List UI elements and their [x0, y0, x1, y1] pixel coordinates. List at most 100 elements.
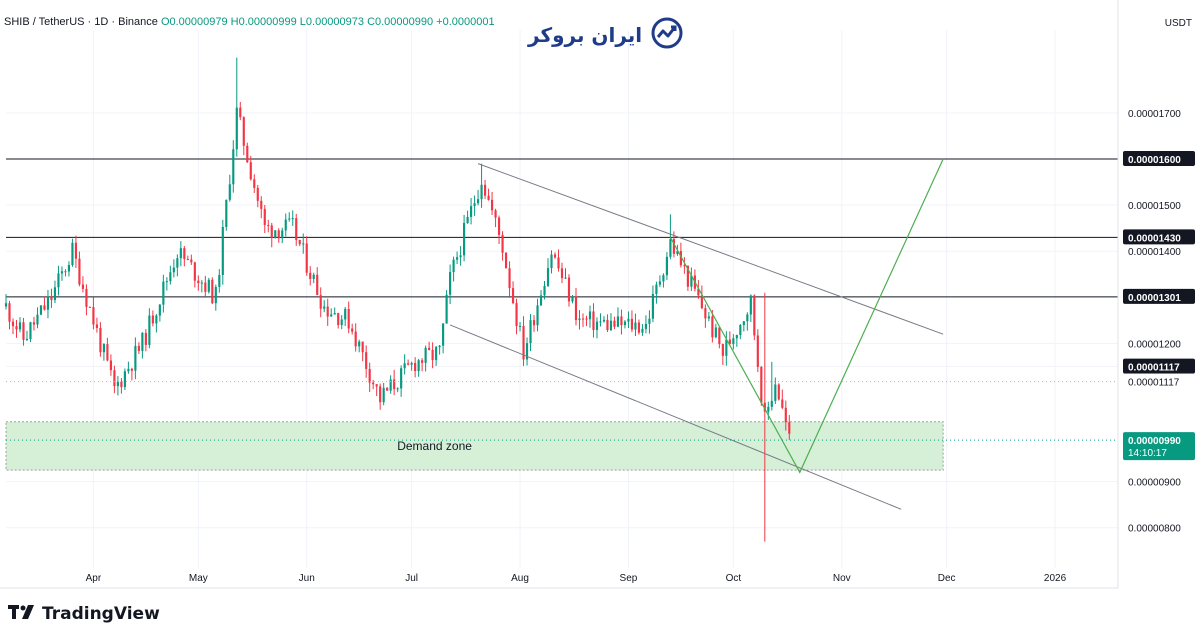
candle-body	[81, 284, 85, 289]
candle-body	[676, 251, 679, 254]
candle-body	[74, 242, 78, 259]
candle-body	[700, 295, 703, 309]
candle-body	[151, 315, 154, 324]
candle-body	[463, 222, 466, 256]
candle-body	[581, 318, 585, 320]
candle-body	[235, 107, 238, 150]
candle-body	[746, 314, 749, 322]
candle-body	[504, 252, 508, 269]
candle-body	[291, 218, 294, 220]
candle-body	[550, 254, 553, 269]
candle-body	[330, 314, 333, 317]
candle-body	[536, 305, 539, 326]
candle-body	[403, 363, 406, 369]
candle-body	[529, 320, 532, 344]
candle-body	[211, 279, 214, 304]
candle-body	[123, 371, 126, 388]
demand-zone-label: Demand zone	[397, 439, 472, 453]
candle-body	[284, 219, 287, 231]
y-tick-label: 0.00001400	[1128, 247, 1181, 258]
price-line-tag: 0.00001600	[1128, 155, 1181, 166]
candle-body	[777, 384, 780, 400]
candle-body	[442, 323, 445, 346]
candle-body	[39, 305, 43, 315]
candle-body	[109, 360, 112, 371]
candle-body	[277, 230, 280, 239]
x-tick-label: Jun	[299, 573, 315, 584]
candle-body	[179, 248, 182, 259]
candle-body	[602, 319, 606, 322]
candle-body	[525, 343, 529, 360]
candle-body	[585, 318, 588, 320]
candle-body	[553, 254, 557, 258]
candle-body	[487, 195, 490, 200]
candle-body	[494, 210, 497, 218]
candle-body	[784, 407, 787, 423]
candle-body	[361, 341, 364, 353]
candle-body	[32, 322, 36, 325]
candle-body	[763, 402, 766, 412]
candle-body	[92, 307, 95, 325]
candle-body	[18, 322, 22, 330]
candle-body	[249, 162, 252, 180]
symbol-legend: SHIB / TetherUS · 1D · Binance O0.000009…	[4, 16, 494, 30]
candle-body	[88, 306, 92, 308]
x-tick-label: Dec	[938, 573, 956, 584]
candle-body	[620, 316, 623, 326]
candle-body	[732, 338, 735, 345]
candle-body	[137, 345, 140, 351]
candle-body	[483, 184, 487, 196]
candle-body	[207, 279, 210, 292]
candle-body	[358, 341, 361, 347]
candle-body	[29, 322, 32, 339]
candle-body	[728, 339, 731, 345]
candle-body	[417, 360, 420, 372]
channel-upper-line	[477, 163, 944, 335]
candle-body	[263, 208, 266, 225]
candle-body	[480, 184, 483, 200]
candle-body	[651, 293, 655, 319]
candle-body	[386, 387, 389, 391]
candle-body	[609, 320, 613, 331]
candle-body	[95, 324, 99, 328]
last-price-tag-bg	[1123, 432, 1195, 461]
candle-body	[515, 303, 518, 327]
candle-body	[67, 265, 71, 272]
candle-body	[172, 267, 175, 273]
x-tick-label: Aug	[511, 573, 529, 584]
candle-body	[735, 335, 738, 339]
candle-body	[644, 323, 648, 329]
candle-body	[256, 187, 259, 201]
candle-body	[739, 325, 742, 336]
candle-body	[627, 318, 630, 322]
price-line-tag: 0.00001430	[1128, 233, 1181, 244]
candle-body	[658, 281, 661, 285]
candle-body	[592, 311, 595, 330]
candle-body	[613, 320, 616, 327]
candle-body	[428, 347, 431, 350]
candle-body	[690, 275, 693, 287]
chart-trend-icon	[650, 16, 684, 55]
candle-body	[221, 226, 224, 275]
candle-body	[165, 281, 168, 283]
candle-body	[414, 362, 417, 372]
candle-body	[714, 327, 717, 338]
candle-body	[749, 295, 752, 315]
candle-body	[127, 368, 130, 372]
candle-body	[756, 335, 759, 367]
candle-body	[431, 349, 434, 361]
candle-body	[641, 328, 644, 333]
candle-body	[704, 308, 707, 319]
candle-body	[567, 277, 571, 302]
candle-body	[190, 259, 193, 263]
candle-body	[323, 306, 326, 309]
candle-body	[130, 368, 133, 371]
candle-body	[302, 243, 305, 245]
candle-body	[630, 318, 634, 330]
y-tick-label: 0.00000800	[1128, 524, 1181, 535]
price-line-tag-bg	[1123, 288, 1195, 304]
candle-body	[113, 370, 116, 387]
candle-body	[518, 325, 522, 327]
